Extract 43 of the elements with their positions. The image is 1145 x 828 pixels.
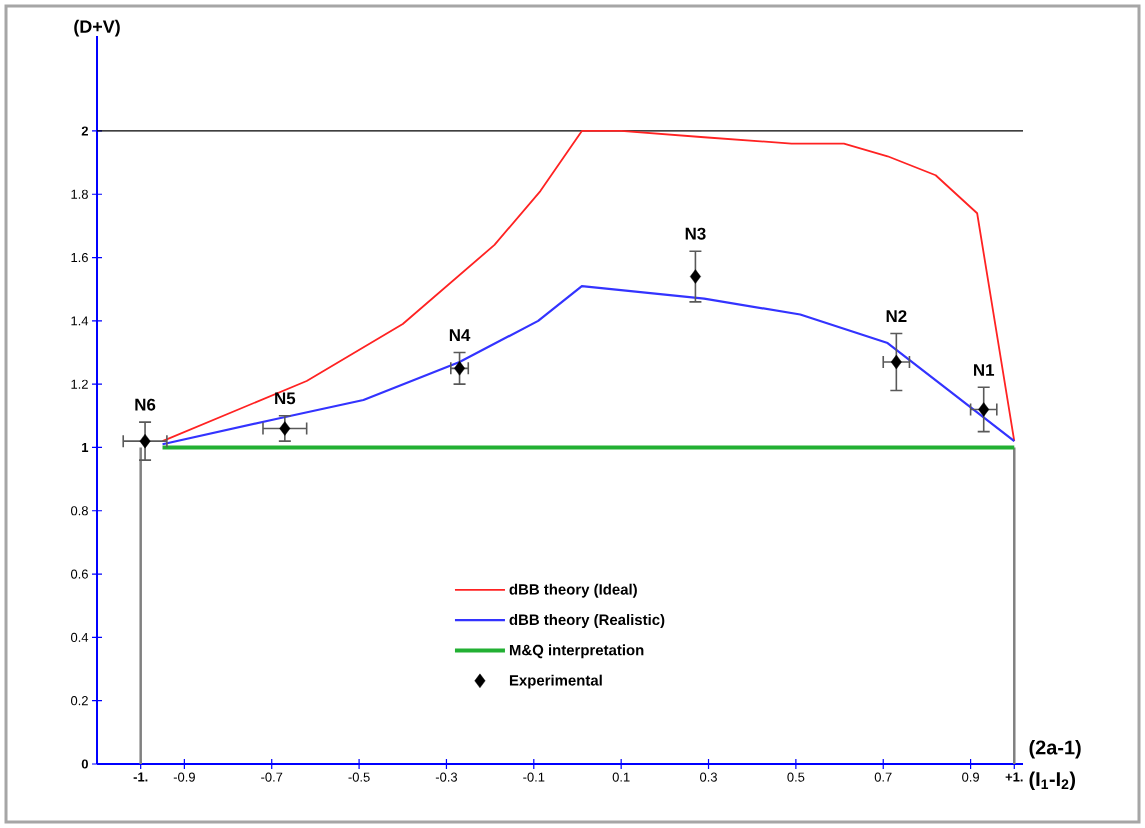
data-label: N5 (275, 392, 296, 405)
x-tick-label: 0.3 (700, 772, 717, 782)
y-tick-label: 1.6 (71, 252, 88, 263)
x-tick-label: -0.5 (348, 772, 370, 782)
data-label: N1 (974, 364, 995, 376)
x-tick-label: -0.1 (523, 772, 545, 782)
y-tick-label: 0 (81, 759, 88, 769)
x-axis-title: (I$_{1}$-I$_{2}$) (1029, 771, 1076, 791)
y-tick-label: 1.8 (71, 189, 88, 199)
y-tick-label: 0.4 (70, 632, 89, 642)
x-tick-label: -0.3 (435, 772, 458, 782)
x-tick-label: 0.9 (962, 772, 979, 782)
data-label: N3 (685, 227, 706, 240)
x-tick-label: 0.1 (612, 772, 630, 782)
text: (2a-1) (1029, 739, 1081, 759)
y-tick-label: 1.4 (71, 316, 89, 326)
x-tick-label: -0.9 (173, 772, 195, 782)
point (279, 421, 291, 436)
y-tick-label: 0.8 (70, 506, 88, 516)
x-tick-label: +1. (1005, 772, 1023, 782)
point (139, 433, 151, 449)
y-tick-label: 1 (82, 443, 89, 452)
legend-label: dBB theory (Realistic) (509, 614, 665, 628)
x-tick-label: -0.7 (261, 772, 283, 782)
y-tick-label: 0.2 (70, 696, 88, 706)
data-label: N6 (135, 398, 156, 411)
point (978, 402, 990, 417)
line-series (161, 284, 1016, 446)
data-label: N4 (449, 329, 471, 341)
data-label: N2 (886, 310, 907, 322)
x-tick-label: 0.7 (874, 772, 892, 782)
y-axis-title: (D+V) (74, 19, 120, 37)
legend-label: dBB theory (Ideal) (509, 583, 637, 598)
y-tick-label: 2 (81, 126, 88, 136)
point (890, 354, 902, 370)
legend-label: M&Q interpretation (509, 644, 644, 659)
point (689, 269, 701, 284)
x-tick-label: -1. (133, 772, 148, 782)
line-series (161, 130, 1016, 443)
y-tick-label: 1.2 (71, 379, 88, 389)
y-tick-label: 0.6 (70, 569, 88, 579)
legend-label: Experimental (509, 674, 602, 689)
x-tick-label: 0.5 (787, 772, 805, 782)
